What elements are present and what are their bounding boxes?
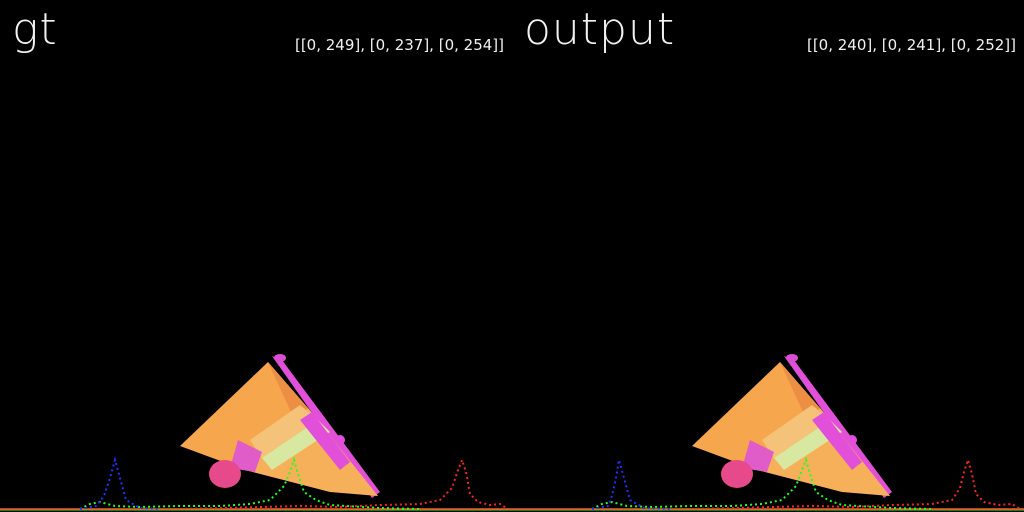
gt-render bbox=[0, 354, 512, 511]
output-range: [[0, 240], [0, 241], [0, 252]] bbox=[806, 36, 1016, 54]
gt-range: [[0, 249], [0, 237], [0, 254]] bbox=[294, 36, 504, 54]
output-panel: output [[0, 240], [0, 241], [0, 252]] bbox=[512, 0, 1024, 512]
output-object bbox=[692, 354, 892, 498]
gt-title: gt bbox=[12, 4, 58, 55]
gt-histogram bbox=[0, 456, 512, 511]
output-title: output bbox=[524, 4, 676, 55]
gt-object bbox=[180, 354, 380, 498]
output-render bbox=[512, 354, 1024, 511]
output-histogram bbox=[512, 456, 1024, 511]
gt-panel: gt [[0, 249], [0, 237], [0, 254]] bbox=[0, 4, 512, 511]
